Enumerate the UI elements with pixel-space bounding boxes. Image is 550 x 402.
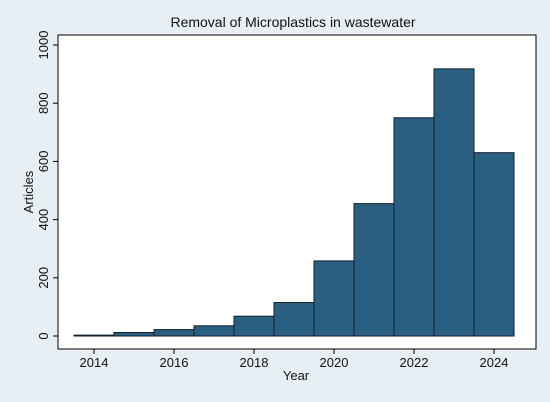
x-tick-label: 2018 — [240, 355, 269, 370]
bar-2017 — [193, 325, 235, 337]
bar-2015 — [113, 332, 155, 337]
bar-2021 — [353, 203, 395, 337]
bar-2022 — [393, 117, 435, 337]
bars-group — [73, 68, 515, 337]
y-tick-label: 0 — [36, 332, 51, 339]
bar-2023 — [433, 68, 475, 337]
x-axis-label: Year — [283, 368, 310, 383]
x-tick-label: 2020 — [320, 355, 349, 370]
x-tick-label: 2014 — [80, 355, 109, 370]
x-tick-label: 2016 — [160, 355, 189, 370]
x-tick-label: 2022 — [400, 355, 429, 370]
bar-2016 — [153, 329, 195, 337]
bar-2024 — [473, 152, 515, 337]
bar-2019 — [273, 302, 315, 337]
y-axis: 0 200 400 600 800 1000 — [36, 31, 59, 340]
x-tick-label: 2024 — [480, 355, 509, 370]
y-tick-label: 600 — [36, 151, 51, 173]
y-tick-label: 1000 — [36, 31, 51, 60]
x-axis: 2014 2016 2018 2020 2022 2024 — [80, 349, 509, 370]
chart-title: Removal of Microplastics in wastewater — [170, 14, 415, 30]
bar-2018 — [233, 315, 275, 337]
y-tick-label: 200 — [36, 267, 51, 289]
bar-2020 — [313, 260, 355, 337]
y-axis-label: Articles — [21, 170, 36, 213]
y-tick-label: 800 — [36, 92, 51, 114]
bar-2014 — [73, 334, 115, 337]
y-tick-label: 400 — [36, 209, 51, 231]
